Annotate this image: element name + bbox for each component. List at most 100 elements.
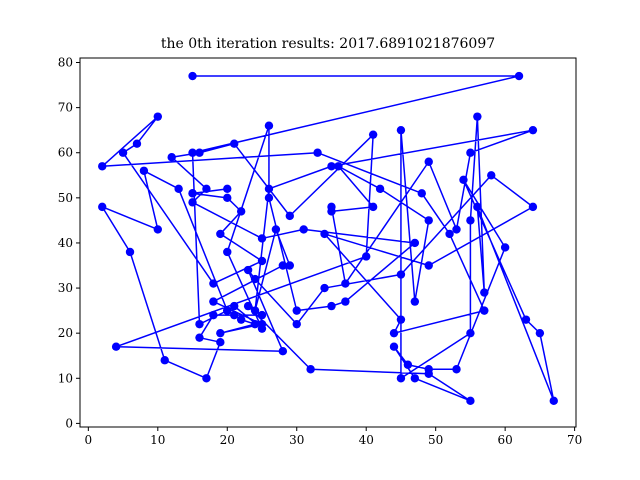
data-point — [480, 288, 489, 297]
data-point — [368, 130, 378, 139]
series-points — [98, 71, 558, 406]
x-tick-label: 10 — [150, 433, 165, 447]
data-point — [306, 365, 315, 374]
data-point — [285, 261, 294, 270]
data-point — [236, 315, 246, 324]
data-point — [243, 301, 253, 311]
x-tick-label: 30 — [289, 433, 304, 447]
data-point — [195, 319, 204, 329]
data-point — [264, 121, 274, 130]
data-point — [278, 347, 288, 356]
data-point — [466, 328, 475, 338]
data-point — [188, 189, 197, 198]
data-point — [139, 166, 149, 175]
data-point — [341, 297, 350, 306]
data-point — [487, 171, 496, 180]
data-point — [514, 71, 524, 81]
data-point — [500, 243, 510, 252]
data-point — [132, 139, 142, 148]
data-point — [389, 342, 399, 351]
data-point — [424, 365, 433, 374]
y-tick-label: 0 — [65, 416, 73, 430]
data-point — [230, 301, 239, 311]
data-point — [375, 184, 385, 194]
data-point — [271, 225, 281, 234]
data-point — [341, 279, 350, 288]
data-point — [278, 261, 288, 270]
data-point — [368, 202, 378, 212]
data-point — [250, 274, 260, 284]
data-point — [424, 216, 433, 225]
series-line — [101, 75, 555, 402]
data-point — [216, 229, 225, 239]
y-tick-label: 60 — [58, 146, 73, 160]
data-point — [299, 225, 308, 234]
data-point — [452, 365, 461, 374]
data-point — [320, 283, 329, 293]
data-point — [327, 202, 336, 212]
data-point — [410, 297, 420, 306]
data-point — [209, 297, 218, 306]
y-tick-label: 20 — [58, 326, 73, 340]
plot-frame — [79, 57, 577, 428]
y-tick-label: 40 — [58, 236, 73, 250]
x-tick-label: 40 — [359, 433, 374, 447]
data-point — [535, 328, 545, 338]
data-point — [98, 162, 107, 171]
data-point — [452, 225, 461, 234]
data-point — [230, 139, 239, 148]
data-point — [236, 207, 246, 216]
data-point — [424, 261, 433, 270]
data-point — [125, 247, 135, 257]
data-point — [243, 265, 253, 275]
x-tick-label: 70 — [567, 433, 582, 447]
data-point — [223, 193, 232, 203]
data-point — [285, 211, 294, 221]
data-point — [521, 315, 531, 324]
data-point — [216, 328, 225, 338]
data-point — [424, 157, 433, 166]
data-point — [257, 256, 267, 266]
data-point — [257, 310, 267, 320]
data-point — [320, 229, 329, 239]
data-point — [188, 148, 197, 157]
data-point — [111, 342, 121, 351]
data-point — [396, 270, 406, 279]
data-point — [410, 238, 420, 248]
data-point — [466, 148, 475, 157]
y-tick-label: 80 — [58, 56, 73, 70]
data-point — [174, 184, 183, 194]
data-point — [292, 306, 301, 315]
data-point — [167, 153, 176, 162]
data-point — [327, 162, 336, 171]
y-tick-label: 10 — [58, 371, 73, 385]
data-point — [445, 229, 454, 239]
data-point — [98, 202, 107, 212]
data-point — [362, 252, 371, 261]
data-point — [473, 202, 482, 212]
data-point — [257, 234, 267, 243]
x-tick-label: 0 — [85, 433, 93, 447]
data-point — [528, 202, 538, 212]
x-tick-label: 50 — [428, 433, 443, 447]
y-tick-label: 50 — [58, 191, 73, 205]
data-point — [223, 306, 232, 315]
data-point — [188, 198, 197, 207]
data-point — [403, 360, 413, 369]
data-point — [264, 193, 274, 203]
axis-ticks: 0 10 20 30 40 50 60 70 0 10 20 30 40 50 60 70 80 — [58, 56, 583, 447]
data-point — [410, 374, 420, 383]
data-point — [250, 319, 260, 329]
data-point — [257, 324, 267, 333]
data-point — [153, 112, 163, 121]
data-point — [223, 184, 232, 194]
y-tick-label: 30 — [58, 281, 73, 295]
data-point — [230, 310, 239, 320]
data-point — [459, 175, 468, 184]
data-point — [202, 374, 211, 383]
data-point — [396, 374, 406, 383]
data-point — [466, 396, 475, 406]
data-point — [313, 148, 322, 157]
